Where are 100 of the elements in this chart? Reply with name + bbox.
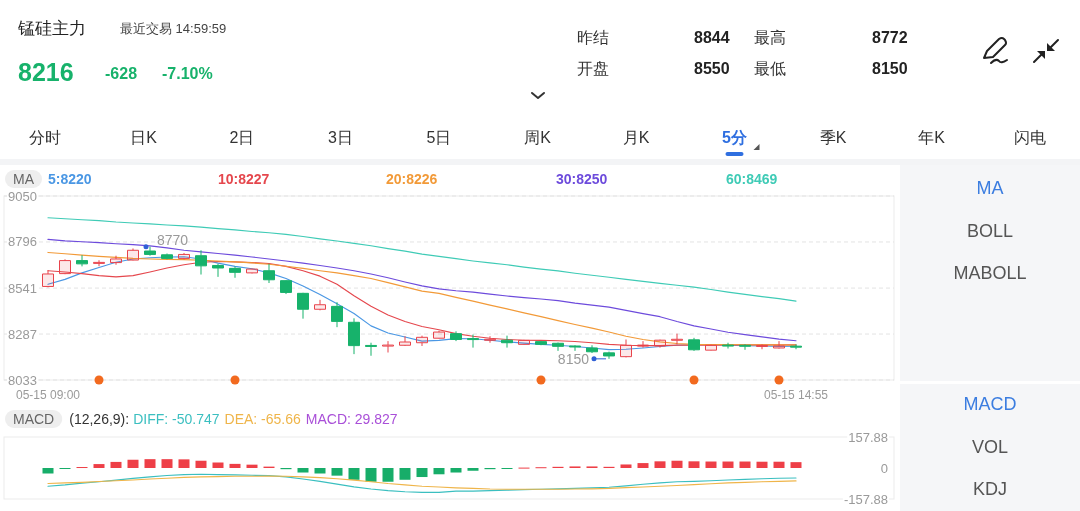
y-tick-label: -157.88	[843, 491, 888, 507]
category-label: MABOLL	[953, 263, 1027, 283]
x-tick-label: 05-15 09:00	[15, 388, 81, 402]
annotation: 8150	[557, 350, 607, 367]
legend: MACD (12,26,9): DIFF: -50.747 DEA: -65.66 MACD: 29.827	[5, 410, 398, 428]
candlestick	[331, 301, 343, 328]
bar	[739, 461, 751, 468]
bar	[637, 463, 649, 468]
legend-title: MACD	[13, 411, 55, 427]
candlestick	[433, 330, 445, 340]
text: 8844	[694, 28, 730, 46]
candlestick	[229, 266, 241, 279]
y-tick-label: 8796	[8, 234, 37, 250]
candlestick	[212, 263, 224, 278]
category-label: KDJ	[972, 479, 1008, 499]
text: 最高	[754, 28, 786, 46]
candlestick	[110, 255, 122, 266]
candlestick	[314, 299, 326, 311]
bar	[416, 468, 428, 478]
bar	[620, 464, 632, 468]
candlestick	[280, 279, 292, 295]
candlestick	[705, 344, 717, 352]
y-tick-label: 8541	[8, 280, 37, 296]
bar	[382, 468, 394, 482]
candlestick	[756, 343, 768, 350]
candlestick	[348, 317, 360, 355]
category-label: VOL	[971, 436, 1009, 457]
candlestick	[399, 335, 411, 347]
bar	[314, 468, 326, 474]
candlestick	[790, 343, 802, 350]
category-label: BOLL	[966, 220, 1014, 241]
bar	[195, 460, 207, 468]
bar	[348, 468, 360, 480]
bar	[161, 459, 173, 468]
legend-title: MA	[13, 171, 35, 187]
candlestick	[620, 338, 632, 358]
bar	[365, 468, 377, 482]
candlestick	[93, 259, 105, 267]
candlestick	[161, 253, 173, 260]
candlestick	[127, 247, 139, 261]
text: -7.10%	[162, 64, 213, 82]
bar	[790, 462, 802, 468]
category-label: 周K	[524, 128, 552, 146]
bar	[110, 461, 122, 468]
bar	[93, 464, 105, 468]
y-tick-label: 8033	[8, 372, 37, 388]
candlestick	[501, 335, 513, 349]
candlestick	[586, 344, 598, 354]
candlestick	[671, 333, 683, 345]
bar	[450, 468, 462, 473]
bar	[756, 461, 768, 468]
candlestick	[450, 330, 462, 342]
candlestick	[42, 269, 54, 288]
bar	[229, 463, 241, 468]
candlestick	[552, 342, 564, 352]
candlestick	[535, 340, 547, 346]
category-label: 闪电	[1014, 128, 1046, 146]
candlestick	[297, 292, 309, 320]
chart-subtitle: (12,26,9):	[69, 411, 130, 427]
text: 锰硅主力	[17, 18, 86, 38]
category-label: 5分	[722, 128, 748, 146]
candlestick	[178, 252, 190, 260]
candlestick	[263, 263, 275, 284]
text: 开盘	[577, 59, 609, 77]
text: -628	[105, 64, 138, 82]
category-label: 分时	[29, 128, 61, 146]
text: 8772	[872, 28, 908, 46]
y-tick-label: 157.88	[848, 429, 888, 445]
annotation: 8770	[143, 231, 189, 250]
category-label: 日K	[130, 128, 158, 146]
candlestick	[569, 344, 581, 352]
candlestick	[722, 342, 734, 350]
candlestick	[76, 254, 88, 267]
text: 最近交易 14:59:59	[120, 20, 227, 36]
y-tick-label: 8287	[8, 326, 37, 342]
bar	[705, 461, 717, 468]
bar	[688, 461, 700, 468]
bar	[297, 468, 309, 473]
text: MACD	[963, 394, 1017, 414]
category-label: 季K	[819, 128, 847, 146]
candlestick	[688, 337, 700, 352]
category-label: 月K	[622, 128, 650, 146]
text: 8216	[18, 58, 74, 86]
bar	[212, 462, 224, 468]
legend: MA 5:8220 10:8227 20:8226 30:8250 60:8469	[5, 170, 778, 188]
candlestick	[416, 335, 428, 347]
bar	[399, 468, 411, 480]
candlestick	[59, 258, 71, 275]
text: 最低	[754, 59, 786, 77]
candlestick	[637, 340, 649, 349]
annotation: 8770	[157, 231, 189, 248]
candlestick	[195, 249, 207, 276]
bar	[433, 468, 445, 475]
bar	[331, 468, 343, 476]
y-tick-label: 9050	[8, 188, 37, 204]
x-tick-label: 05-15 14:55	[763, 388, 829, 402]
annotation: 8150	[557, 350, 590, 367]
text: MA	[976, 178, 1004, 198]
candlestick	[144, 246, 156, 257]
candlestick	[739, 343, 751, 351]
